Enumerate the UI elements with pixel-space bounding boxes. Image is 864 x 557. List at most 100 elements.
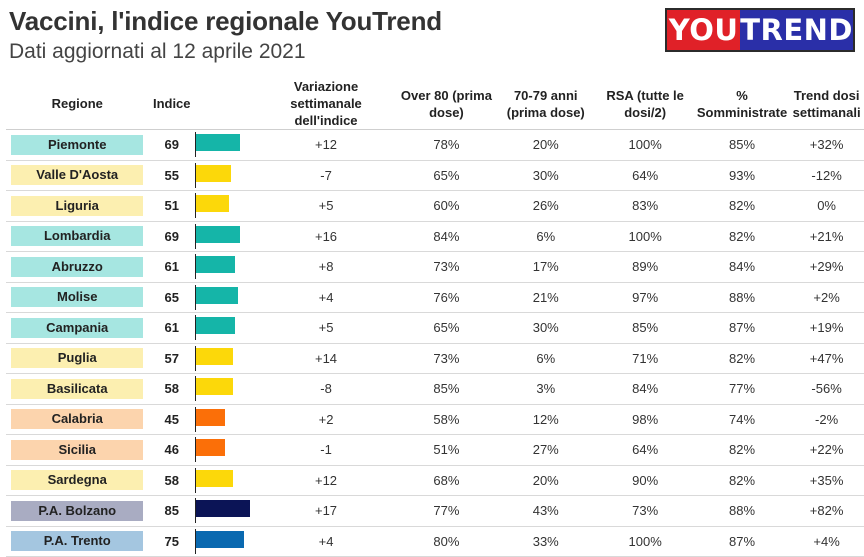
- variazione-cell: +4: [255, 282, 397, 313]
- trend-cell: +21%: [789, 221, 864, 252]
- index-value: 57: [148, 343, 196, 374]
- index-bar: [196, 317, 236, 335]
- somministrate-cell: 84%: [694, 251, 790, 283]
- over80-cell: 84%: [396, 221, 497, 252]
- header-variazione: Variazione settimanale dell'indice: [255, 78, 397, 130]
- header-regione: Regione: [6, 78, 149, 130]
- rsa-cell: 84%: [595, 373, 695, 405]
- index-value: 75: [148, 526, 196, 557]
- rsa-cell: 98%: [595, 404, 695, 435]
- index-value: 65: [148, 282, 196, 313]
- bar-axis: [195, 254, 255, 280]
- region-label: Sicilia: [11, 439, 144, 460]
- rsa-cell: 97%: [595, 282, 695, 313]
- region-label: Liguria: [11, 195, 144, 216]
- rsa-cell: 64%: [595, 434, 695, 466]
- table-row: Basilicata 58 -8 85% 3% 84% 77% -56%: [6, 373, 864, 405]
- bar-axis: [195, 437, 255, 463]
- bar-cell: [195, 312, 256, 344]
- table-header-row: Regione Indice Variazione settimanale de…: [6, 78, 864, 130]
- index-bar: [196, 378, 234, 396]
- over80-cell: 80%: [396, 526, 497, 557]
- index-bar: [196, 256, 236, 274]
- over80-cell: 60%: [396, 190, 497, 222]
- index-bar: [196, 134, 241, 152]
- bar-axis: [195, 223, 255, 249]
- bar-axis: [195, 528, 255, 554]
- age7079-cell: 20%: [496, 465, 596, 496]
- somministrate-cell: 88%: [694, 282, 790, 313]
- header-over80: Over 80 (prima dose): [396, 78, 497, 130]
- region-cell: Sicilia: [6, 434, 149, 466]
- bar-cell: [195, 160, 256, 191]
- region-label: Sardegna: [11, 470, 144, 491]
- over80-cell: 68%: [396, 465, 497, 496]
- trend-cell: +22%: [789, 434, 864, 466]
- rsa-cell: 90%: [595, 465, 695, 496]
- age7079-cell: 21%: [496, 282, 596, 313]
- trend-cell: +35%: [789, 465, 864, 496]
- logo-trend: TREND: [740, 10, 853, 50]
- header-trend: Trend dosi settimanali: [789, 78, 864, 130]
- region-label: Campania: [11, 317, 144, 338]
- table-row: Piemonte 69 +12 78% 20% 100% 85% +32%: [6, 129, 864, 161]
- variazione-cell: +12: [255, 129, 397, 161]
- trend-cell: +29%: [789, 251, 864, 283]
- region-cell: P.A. Trento: [6, 526, 149, 557]
- header-indice: Indice: [148, 78, 196, 130]
- bar-cell: [195, 221, 256, 252]
- chart-title: Vaccini, l'indice regionale YouTrend: [9, 6, 442, 36]
- trend-cell: -2%: [789, 404, 864, 435]
- region-label: Molise: [11, 287, 144, 308]
- rsa-cell: 89%: [595, 251, 695, 283]
- index-bar: [196, 530, 245, 548]
- region-label: Calabria: [11, 409, 144, 430]
- age7079-cell: 30%: [496, 312, 596, 344]
- table-row: Campania 61 +5 65% 30% 85% 87% +19%: [6, 312, 864, 344]
- logo-you: YOU: [667, 10, 741, 50]
- bar-axis: [195, 467, 255, 493]
- age7079-cell: 6%: [496, 221, 596, 252]
- index-bar: [196, 286, 238, 304]
- trend-cell: -56%: [789, 373, 864, 405]
- age7079-cell: 3%: [496, 373, 596, 405]
- index-value: 55: [148, 160, 196, 191]
- bar-cell: [195, 129, 256, 161]
- rsa-cell: 100%: [595, 221, 695, 252]
- bar-cell: [195, 434, 256, 466]
- variazione-cell: +5: [255, 312, 397, 344]
- index-bar: [196, 500, 251, 518]
- region-cell: P.A. Bolzano: [6, 495, 149, 527]
- region-label: P.A. Bolzano: [11, 500, 144, 521]
- trend-cell: +2%: [789, 282, 864, 313]
- variazione-cell: +14: [255, 343, 397, 374]
- age7079-cell: 12%: [496, 404, 596, 435]
- index-value: 61: [148, 251, 196, 283]
- region-cell: Puglia: [6, 343, 149, 374]
- index-bar: [196, 347, 233, 365]
- index-value: 51: [148, 190, 196, 222]
- somministrate-cell: 82%: [694, 465, 790, 496]
- age7079-cell: 33%: [496, 526, 596, 557]
- over80-cell: 65%: [396, 312, 497, 344]
- bar-cell: [195, 465, 256, 496]
- somministrate-cell: 82%: [694, 190, 790, 222]
- bar-axis: [195, 498, 255, 524]
- variazione-cell: -7: [255, 160, 397, 191]
- table-row: Abruzzo 61 +8 73% 17% 89% 84% +29%: [6, 251, 864, 283]
- bar-axis: [195, 132, 255, 158]
- table-row: Calabria 45 +2 58% 12% 98% 74% -2%: [6, 404, 864, 435]
- region-label: Abruzzo: [11, 256, 144, 277]
- index-value: 61: [148, 312, 196, 344]
- trend-cell: +32%: [789, 129, 864, 161]
- somministrate-cell: 87%: [694, 526, 790, 557]
- over80-cell: 77%: [396, 495, 497, 527]
- variazione-cell: +5: [255, 190, 397, 222]
- region-cell: Valle D'Aosta: [6, 160, 149, 191]
- over80-cell: 73%: [396, 343, 497, 374]
- trend-cell: +82%: [789, 495, 864, 527]
- table-row: Sardegna 58 +12 68% 20% 90% 82% +35%: [6, 465, 864, 496]
- index-table: Regione Indice Variazione settimanale de…: [6, 78, 864, 557]
- age7079-cell: 27%: [496, 434, 596, 466]
- rsa-cell: 73%: [595, 495, 695, 527]
